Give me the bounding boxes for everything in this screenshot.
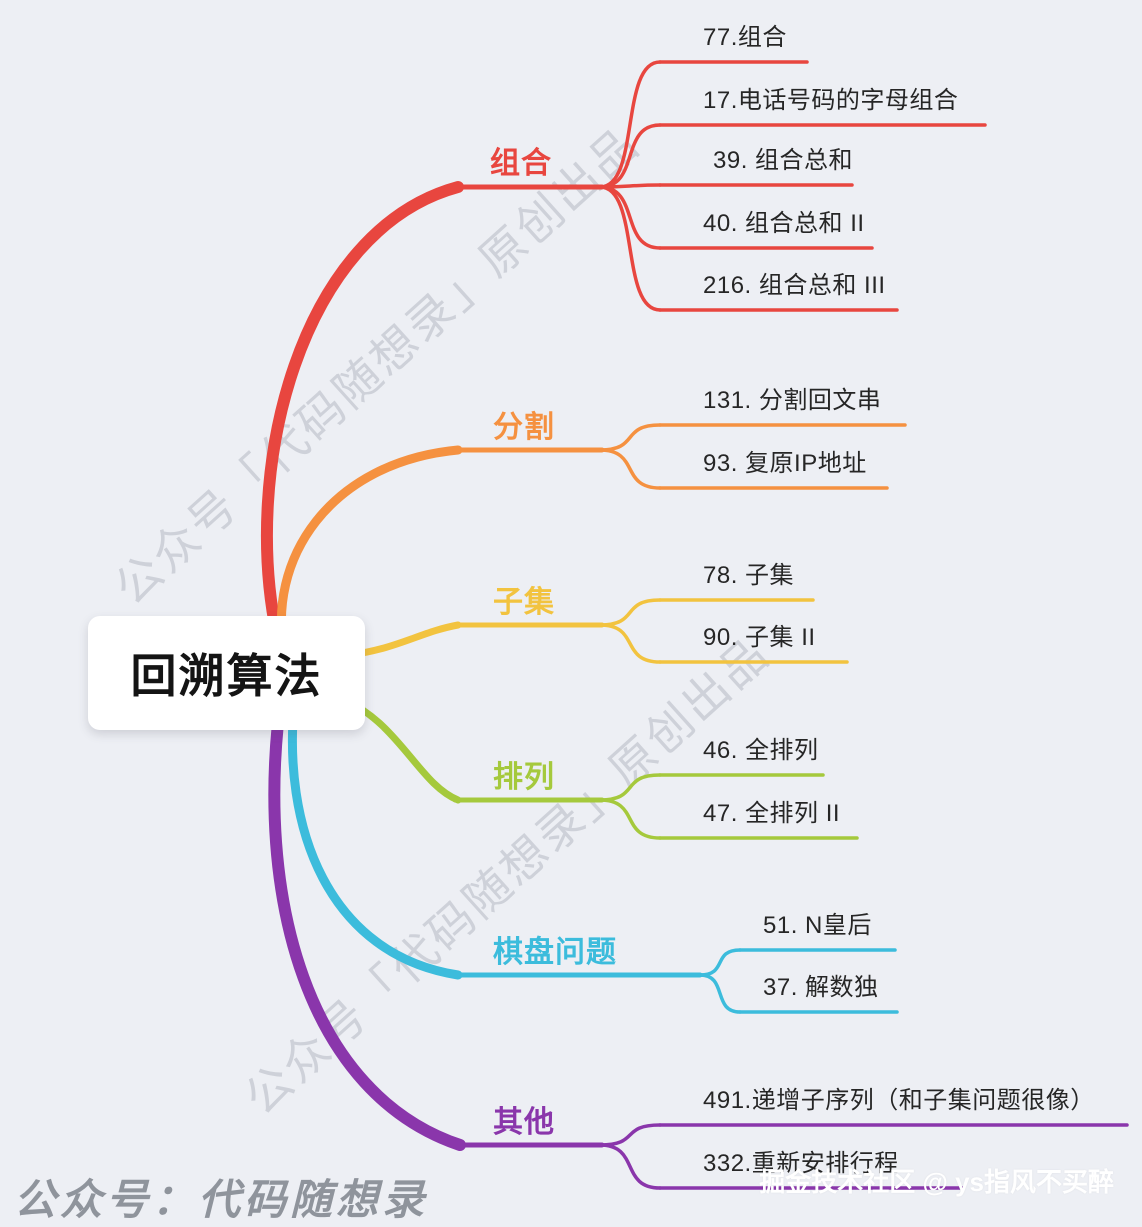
root-node-label: 回溯算法	[130, 650, 323, 702]
child-node[interactable]: 90. 子集 II	[703, 624, 816, 651]
branch-curve-chessboard	[287, 690, 463, 980]
child-node[interactable]: 332.重新安排行程	[703, 1150, 899, 1177]
child-node[interactable]: 46. 全排列	[703, 737, 819, 764]
branch-curve-subset	[346, 621, 462, 659]
child-connector	[598, 448, 662, 490]
child-connector	[598, 423, 662, 452]
child-connector	[598, 598, 662, 627]
child-node[interactable]: 37. 解数独	[763, 974, 879, 1001]
child-connector	[598, 798, 662, 840]
child-node[interactable]: 39. 组合总和	[713, 147, 854, 174]
child-node[interactable]: 47. 全排列 II	[703, 800, 841, 827]
child-connector	[598, 773, 662, 802]
branch-node-permutation[interactable]: 排列	[493, 761, 555, 794]
child-node[interactable]: 78. 子集	[703, 562, 795, 589]
child-connector	[698, 948, 742, 977]
branch-node-partition[interactable]: 分割	[493, 411, 555, 444]
child-node[interactable]: 131. 分割回文串	[703, 387, 882, 414]
branch-node-combination[interactable]: 组合	[490, 147, 552, 180]
child-node[interactable]: 216. 组合总和 III	[703, 272, 886, 299]
watermark-credit: 掘金技术社区 @ ys指风不买醉	[759, 1167, 1114, 1197]
child-connector	[598, 1123, 662, 1147]
child-connector	[698, 973, 742, 1014]
watermark-signature: 公众号：代码随想录	[14, 1175, 429, 1224]
child-connector	[598, 185, 662, 312]
child-connector	[598, 623, 662, 664]
child-connector	[598, 123, 662, 189]
child-node[interactable]: 93. 复原IP地址	[703, 450, 867, 477]
branch-curve-combination	[260, 181, 464, 646]
child-node[interactable]: 40. 组合总和 II	[703, 210, 865, 237]
child-node[interactable]: 491.递增子序列（和子集问题很像）	[703, 1087, 1095, 1114]
child-node[interactable]: 77.组合	[703, 24, 787, 51]
child-connector	[598, 60, 662, 189]
branch-node-other[interactable]: 其他	[493, 1106, 555, 1139]
child-node[interactable]: 17.电话号码的字母组合	[703, 87, 959, 114]
child-node[interactable]: 51. N皇后	[763, 912, 872, 939]
child-connector	[598, 1143, 662, 1190]
root-node[interactable]: 回溯算法	[88, 616, 365, 730]
branch-curve-other	[268, 684, 466, 1151]
branch-node-chessboard[interactable]: 棋盘问题	[493, 936, 617, 969]
branch-node-subset[interactable]: 子集	[493, 586, 555, 619]
